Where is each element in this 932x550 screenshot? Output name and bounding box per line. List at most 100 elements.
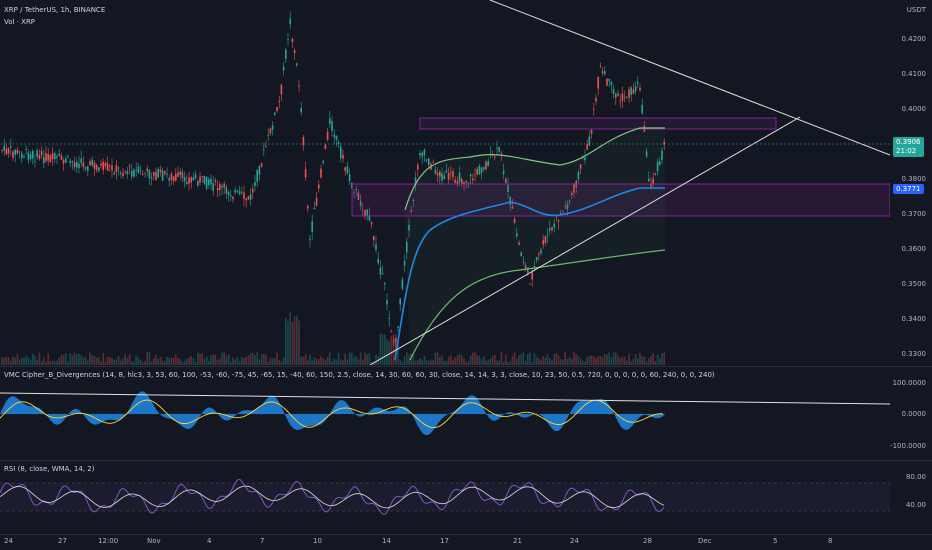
volume-bar xyxy=(199,353,201,365)
time-axis[interactable]: 24 27 12:00 Nov 4 7 10 14 17 21 24 28 De… xyxy=(0,534,890,550)
volume-bar xyxy=(436,352,439,365)
volume-bar xyxy=(95,357,98,365)
volume-bar xyxy=(553,353,555,365)
candle-body xyxy=(546,234,549,236)
volume-bar xyxy=(285,317,287,365)
candle-body xyxy=(164,171,166,174)
candle-body xyxy=(298,85,300,87)
candle-body xyxy=(520,252,522,257)
volume-bar xyxy=(524,360,527,365)
volume-bar xyxy=(408,354,410,365)
candle-body xyxy=(216,188,219,191)
candle-body xyxy=(203,175,206,184)
volume-bar xyxy=(511,356,514,365)
volume-bar xyxy=(177,358,179,365)
volume-bar xyxy=(538,357,540,365)
candle-body xyxy=(311,221,313,232)
candle-body xyxy=(474,175,476,177)
volume-legend[interactable]: Vol · XRP xyxy=(4,18,36,26)
volume-bar xyxy=(584,361,586,365)
candle-body xyxy=(652,178,654,184)
candle-body xyxy=(335,135,338,140)
candle-body xyxy=(362,209,364,211)
candle-body xyxy=(485,161,487,169)
candle-body xyxy=(131,170,133,177)
vmc-pane[interactable]: VMC Cipher_B_Divergences (14, 8, hlc3, 3… xyxy=(0,367,890,459)
candle-body xyxy=(313,207,316,210)
candle-body xyxy=(109,165,111,167)
candle-body xyxy=(615,93,617,98)
candle-body xyxy=(601,71,604,74)
candle-body xyxy=(639,87,641,91)
volume-bar xyxy=(353,357,355,365)
candle-body xyxy=(267,134,269,136)
volume-bar xyxy=(128,354,131,365)
candle-body xyxy=(304,169,307,178)
rsi-axis[interactable]: 80.00 40.00 xyxy=(890,461,932,533)
volume-bar xyxy=(654,361,657,365)
candle-body xyxy=(564,205,566,207)
rsi-legend[interactable]: RSI (8, close, WMA, 14, 2) xyxy=(4,465,95,473)
candle-body xyxy=(84,166,87,169)
volume-bar xyxy=(82,357,85,365)
candle-body xyxy=(540,249,542,254)
candle-body xyxy=(285,49,287,59)
volume-bar xyxy=(522,352,525,365)
volume-bar xyxy=(368,352,371,365)
candle-body xyxy=(5,148,8,155)
pane-separator[interactable] xyxy=(0,460,932,461)
volume-bar xyxy=(159,356,162,365)
vmc-legend[interactable]: VMC Cipher_B_Divergences (14, 8, hlc3, 3… xyxy=(4,371,715,379)
pane-separator[interactable] xyxy=(0,366,932,367)
last-price-tag: 0.3906 21:02 xyxy=(893,137,924,157)
candle-body xyxy=(588,136,591,146)
volume-bar xyxy=(542,355,544,365)
volume-bar xyxy=(637,358,639,365)
time-tick: 28 xyxy=(643,537,652,545)
volume-bar xyxy=(632,358,635,365)
volume-bar xyxy=(366,354,368,365)
candle-body xyxy=(300,108,302,113)
candle-body xyxy=(518,242,520,245)
rsi-pane[interactable]: RSI (8, close, WMA, 14, 2) xyxy=(0,461,890,533)
candle-body xyxy=(568,200,571,202)
candle-body xyxy=(78,163,80,169)
candle-body xyxy=(181,172,184,178)
candle-body xyxy=(355,189,357,190)
candle-body xyxy=(34,160,36,162)
volume-bar xyxy=(595,358,597,365)
symbol-legend[interactable]: XRP / TetherUS, 1h, BINANCE xyxy=(4,6,106,14)
volume-bar xyxy=(474,352,476,365)
volume-bar xyxy=(49,361,52,365)
volume-bar xyxy=(267,361,269,365)
candle-body xyxy=(320,168,322,178)
volume-bar xyxy=(434,352,437,365)
vmc-axis[interactable]: 100.0000 0.0000 -100.0000 xyxy=(890,367,932,459)
candle-body xyxy=(593,108,595,110)
volume-bar xyxy=(364,352,366,365)
volume-bar xyxy=(100,361,102,365)
price-pane[interactable]: XRP / TetherUS, 1h, BINANCE Vol · XRP xyxy=(0,0,890,365)
time-tick: 4 xyxy=(207,537,212,545)
candle-body xyxy=(168,178,170,181)
candle-body xyxy=(278,100,280,102)
volume-bar xyxy=(12,356,14,365)
candle-body xyxy=(307,206,309,209)
candle-body xyxy=(419,153,421,156)
candle-body xyxy=(386,300,388,305)
volume-bar xyxy=(135,355,137,365)
volume-bar xyxy=(509,361,511,365)
ascending-trendline xyxy=(369,116,801,365)
price-tick: 0.3600 xyxy=(901,245,927,253)
volume-bar xyxy=(298,320,300,365)
volume-bar xyxy=(641,355,643,365)
volume-bar xyxy=(258,359,261,365)
volume-bar xyxy=(663,352,665,365)
volume-bar xyxy=(144,361,146,365)
candle-body xyxy=(566,204,569,210)
volume-bar xyxy=(62,354,65,365)
candle-body xyxy=(645,151,648,157)
price-axis[interactable]: USDT 0.4200 0.4100 0.4000 0.3800 0.3700 … xyxy=(890,0,932,365)
volume-bar xyxy=(452,360,454,365)
candle-body xyxy=(441,173,443,181)
